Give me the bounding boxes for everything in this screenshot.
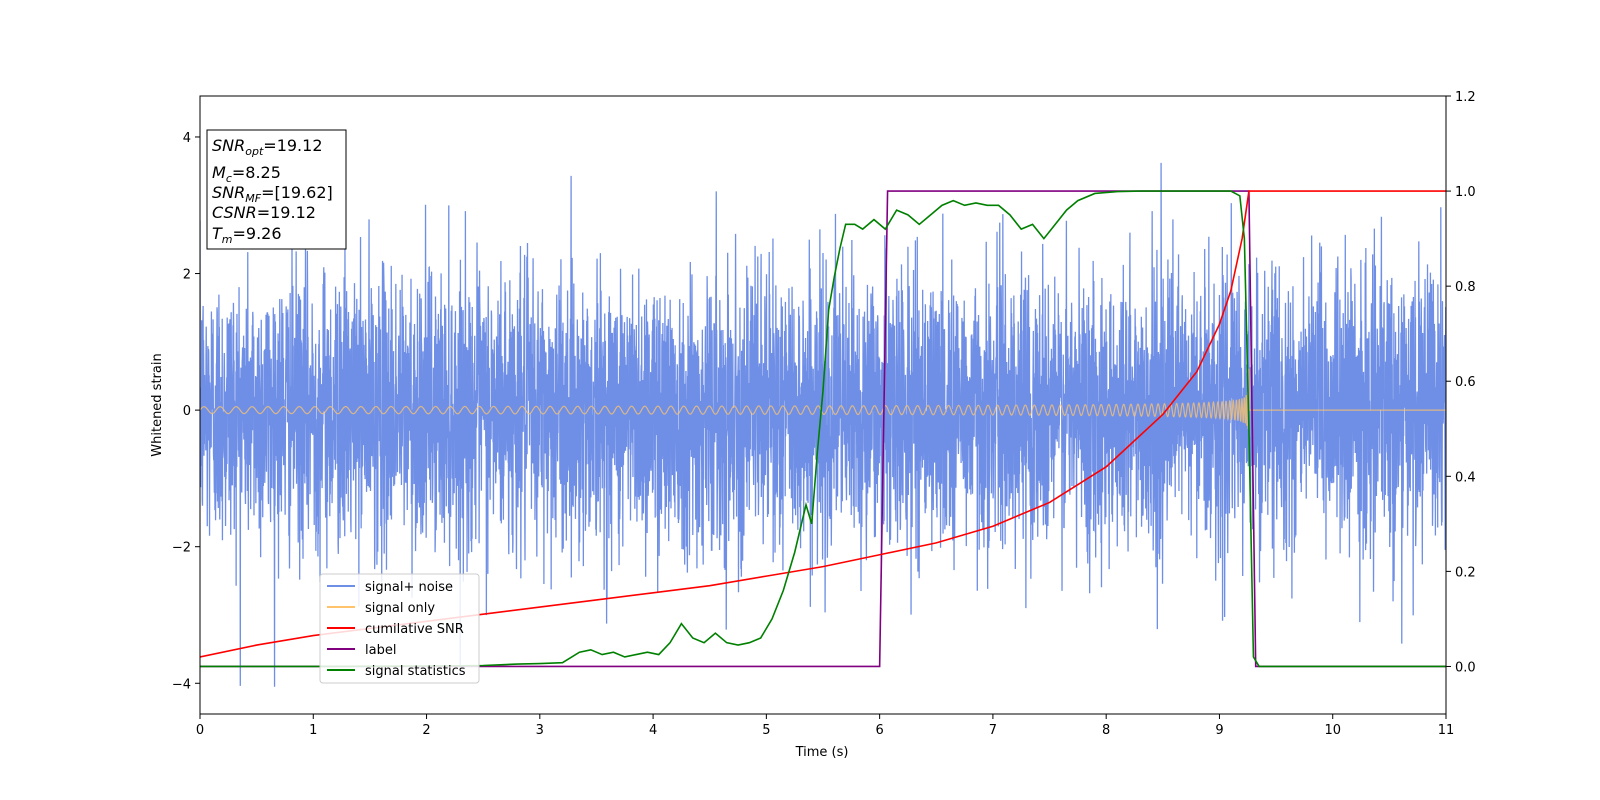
legend: signal+ noise signal only cumilative SNR la… [319,573,480,684]
annotation-snr-mf: SNRMF=[19.62] [212,183,333,205]
y2-tick-label: 0.4 [1455,470,1476,485]
annotation-mc: Mc=8.25 [212,163,281,185]
axes: 0 1 2 3 4 5 6 7 8 9 10 11 −4 −2 0 2 4 0.0 0.2 0.4 0.6 0.8 1.0 1… [172,90,1476,738]
y2-tick-label: 1.2 [1455,90,1476,105]
x-tick-label: 2 [422,723,430,738]
plot-frame [199,95,1447,715]
y-tick-label: 2 [183,268,191,283]
legend-label: cumilative SNR [365,622,464,637]
annotation-csnr: CSNR=19.12 [212,203,316,222]
x-tick-label: 10 [1324,723,1341,738]
x-tick-label: 11 [1438,723,1455,738]
x-tick-label: 6 [875,723,883,738]
x-tick-label: 8 [1102,723,1110,738]
x-tick-label: 9 [1215,723,1223,738]
legend-label: label [365,643,396,658]
legend-label: signal statistics [365,664,466,679]
x-tick-label: 0 [196,723,204,738]
y-tick-label: 0 [183,404,191,419]
x-tick-label: 4 [649,723,657,738]
annotation-frame [206,129,347,250]
signal-statistics-line [200,190,1446,668]
y2-tick-label: 1.0 [1455,185,1476,200]
x-axis-label: Time (s) [795,745,849,760]
signal-only-line [200,368,1446,429]
y2-tick-label: 0.0 [1455,660,1476,675]
y-axis-label: Whitened strain [150,353,165,456]
y2-tick-label: 0.8 [1455,280,1476,295]
annotation-tm: Tm=9.26 [212,224,282,246]
annotation-snr-opt: SNRopt=19.12 [212,136,323,158]
y-tick-label: −4 [172,677,191,692]
x-tick-label: 3 [536,723,544,738]
y-tick-label: −2 [172,541,191,556]
legend-label: signal only [365,601,435,616]
y-tick-label: 4 [183,131,191,146]
signal-noise-line [200,162,1446,687]
x-tick-label: 5 [762,723,770,738]
x-tick-label: 7 [989,723,997,738]
y2-tick-label: 0.2 [1455,565,1476,580]
stats-annotation-box: SNRopt=19.12 Mc=8.25 SNRMF=[19.62] CSNR=… [206,129,347,250]
x-tick-label: 1 [309,723,317,738]
y2-tick-label: 0.6 [1455,375,1476,390]
legend-label: signal+ noise [365,580,453,595]
legend-frame [319,573,480,684]
